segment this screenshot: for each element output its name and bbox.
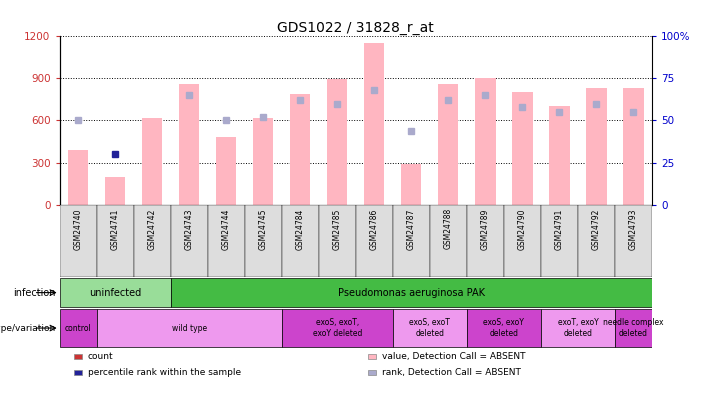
Text: Pseudomonas aeruginosa PAK: Pseudomonas aeruginosa PAK (338, 288, 485, 298)
Bar (105, 177, 125, 205)
FancyBboxPatch shape (60, 309, 97, 347)
Bar (549, 107, 569, 205)
FancyBboxPatch shape (319, 205, 356, 277)
FancyBboxPatch shape (170, 278, 652, 307)
Text: GSM24745: GSM24745 (259, 208, 268, 249)
FancyBboxPatch shape (282, 205, 319, 277)
Bar (438, 84, 458, 205)
Text: value, Detection Call = ABSENT: value, Detection Call = ABSENT (382, 352, 526, 361)
Text: GSM24787: GSM24787 (407, 208, 416, 249)
Text: GSM24740: GSM24740 (74, 208, 83, 249)
Text: GSM24792: GSM24792 (592, 208, 601, 249)
Text: rank, Detection Call = ABSENT: rank, Detection Call = ABSENT (382, 368, 521, 377)
FancyBboxPatch shape (368, 370, 376, 375)
FancyBboxPatch shape (134, 205, 170, 277)
FancyBboxPatch shape (430, 205, 467, 277)
Bar (179, 84, 199, 205)
FancyBboxPatch shape (393, 205, 430, 277)
FancyBboxPatch shape (74, 370, 82, 375)
Text: exoS, exoY
deleted: exoS, exoY deleted (484, 318, 524, 338)
Text: infection: infection (13, 288, 56, 298)
Text: exoS, exoT
deleted: exoS, exoT deleted (409, 318, 450, 338)
Text: percentile rank within the sample: percentile rank within the sample (88, 368, 240, 377)
Bar (364, 43, 384, 205)
FancyBboxPatch shape (97, 205, 134, 277)
FancyBboxPatch shape (467, 205, 504, 277)
Text: GSM24743: GSM24743 (184, 208, 193, 249)
Text: GSM24793: GSM24793 (629, 208, 638, 249)
Bar (586, 87, 606, 205)
Text: GSM24788: GSM24788 (444, 208, 453, 249)
FancyBboxPatch shape (615, 309, 652, 347)
FancyBboxPatch shape (368, 354, 376, 359)
FancyBboxPatch shape (393, 309, 467, 347)
Text: GSM24744: GSM24744 (222, 208, 231, 249)
Text: count: count (88, 352, 114, 361)
Text: exoS, exoT,
exoY deleted: exoS, exoT, exoY deleted (313, 318, 362, 338)
FancyBboxPatch shape (97, 309, 282, 347)
FancyBboxPatch shape (578, 205, 615, 277)
FancyBboxPatch shape (541, 205, 578, 277)
Text: exoT, exoY
deleted: exoT, exoY deleted (557, 318, 598, 338)
Text: needle complex
deleted: needle complex deleted (603, 318, 664, 338)
Text: GSM24784: GSM24784 (296, 208, 305, 249)
Bar (142, 118, 163, 205)
FancyBboxPatch shape (207, 205, 245, 277)
Text: GSM24789: GSM24789 (481, 208, 490, 249)
Text: GSM24741: GSM24741 (111, 208, 120, 249)
FancyBboxPatch shape (74, 354, 82, 359)
Bar (512, 92, 533, 205)
Text: uninfected: uninfected (89, 288, 141, 298)
FancyBboxPatch shape (356, 205, 393, 277)
Text: GSM24790: GSM24790 (518, 208, 527, 249)
Bar (216, 137, 236, 205)
Bar (290, 94, 311, 205)
FancyBboxPatch shape (170, 205, 207, 277)
Text: genotype/variation: genotype/variation (0, 324, 56, 333)
Bar (623, 88, 644, 205)
Bar (68, 150, 88, 205)
Bar (475, 78, 496, 205)
FancyBboxPatch shape (541, 309, 615, 347)
Title: GDS1022 / 31828_r_at: GDS1022 / 31828_r_at (278, 21, 434, 35)
FancyBboxPatch shape (504, 205, 541, 277)
Text: wild type: wild type (172, 324, 207, 333)
Text: GSM24791: GSM24791 (555, 208, 564, 249)
Bar (253, 118, 273, 205)
Text: control: control (64, 324, 91, 333)
Bar (327, 79, 348, 205)
FancyBboxPatch shape (245, 205, 282, 277)
FancyBboxPatch shape (60, 205, 97, 277)
Text: GSM24785: GSM24785 (333, 208, 342, 249)
Bar (401, 164, 421, 205)
Text: GSM24786: GSM24786 (369, 208, 379, 249)
FancyBboxPatch shape (282, 309, 393, 347)
FancyBboxPatch shape (467, 309, 541, 347)
Text: GSM24742: GSM24742 (148, 208, 156, 249)
FancyBboxPatch shape (60, 278, 170, 307)
FancyBboxPatch shape (615, 205, 652, 277)
